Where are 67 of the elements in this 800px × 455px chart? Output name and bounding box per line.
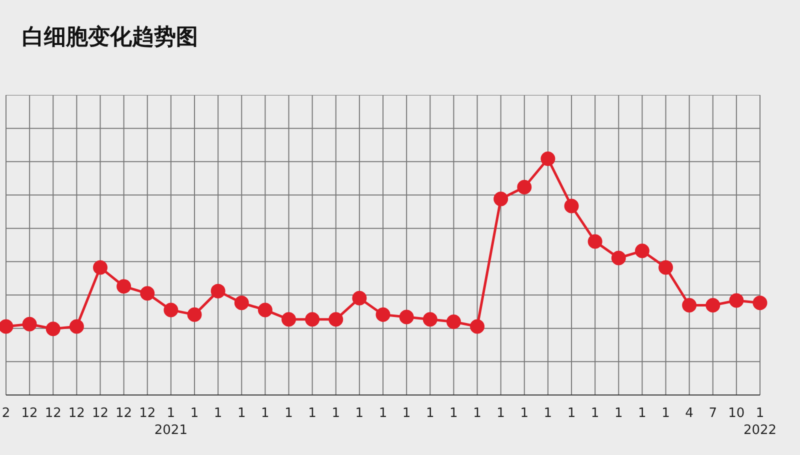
point — [658, 260, 673, 275]
x-tick-label: 1 — [450, 406, 458, 421]
x-tick-label: 1 — [567, 406, 576, 421]
x-tick-label: 1 2022 — [743, 406, 777, 438]
x-tick-label: 1 — [662, 406, 670, 421]
x-tick-label: 4 — [685, 406, 694, 421]
point — [540, 152, 556, 166]
point — [328, 312, 344, 327]
x-tick-label: 10 — [728, 406, 745, 421]
x-tick-label: 1 — [544, 406, 552, 421]
point — [422, 312, 438, 327]
point — [446, 314, 461, 330]
point — [187, 307, 202, 322]
x-tick-label: 1 — [284, 406, 293, 421]
x-tick-label: 1 — [426, 406, 434, 421]
point — [376, 307, 390, 322]
point — [634, 244, 650, 258]
point — [140, 286, 155, 301]
x-tick-label: 12 — [92, 406, 109, 421]
point — [588, 234, 602, 249]
point — [210, 284, 226, 298]
x-tick-label: 1 — [190, 406, 199, 421]
point — [93, 260, 108, 275]
x-tick-label: 1 — [520, 406, 529, 421]
x-tick-label: 1 2021 — [154, 406, 188, 438]
x-tick-label: 1 — [614, 406, 623, 421]
point — [116, 279, 132, 294]
x-tick-label: 1 — [261, 406, 270, 421]
x-tick-label: 1 — [378, 406, 388, 421]
x-tick-label: 1 — [237, 406, 246, 421]
point — [564, 198, 579, 214]
x-tick-label: 12 — [44, 406, 62, 421]
x-tick-label: 1 — [638, 406, 646, 421]
x-tick-label: 1 — [473, 406, 482, 421]
x-tick-label: 1 — [496, 406, 505, 421]
point — [282, 312, 296, 327]
point — [611, 250, 626, 266]
x-tick-label: 1 — [402, 406, 411, 421]
point — [494, 192, 508, 206]
x-tick-label: 1 — [590, 406, 600, 421]
point — [517, 180, 532, 194]
x-tick-label: 1 — [355, 406, 364, 421]
point — [682, 298, 697, 312]
x-tick-label: 1 — [308, 406, 316, 421]
x-tick-label: 1 — [214, 406, 222, 421]
point — [352, 290, 367, 306]
x-tick-label: 12 — [116, 406, 132, 421]
point — [399, 310, 414, 324]
point — [729, 293, 744, 308]
point — [22, 316, 37, 332]
chart-title: 白细胞变化趋势图 — [22, 24, 198, 52]
x-tick-label: 12 — [139, 406, 156, 421]
point — [0, 319, 14, 334]
x-tick-label: 2 — [2, 406, 10, 421]
point — [258, 302, 272, 318]
x-tick-label: 12 — [68, 406, 85, 421]
x-tick-label: 12 — [21, 406, 38, 421]
point — [752, 296, 768, 310]
point — [46, 322, 60, 336]
point — [470, 319, 484, 334]
point — [305, 312, 320, 327]
point — [164, 302, 178, 318]
point — [706, 298, 720, 312]
point — [69, 319, 84, 334]
point — [234, 296, 249, 310]
x-tick-label: 7 — [708, 406, 718, 421]
x-tick-label: 1 — [332, 406, 340, 421]
